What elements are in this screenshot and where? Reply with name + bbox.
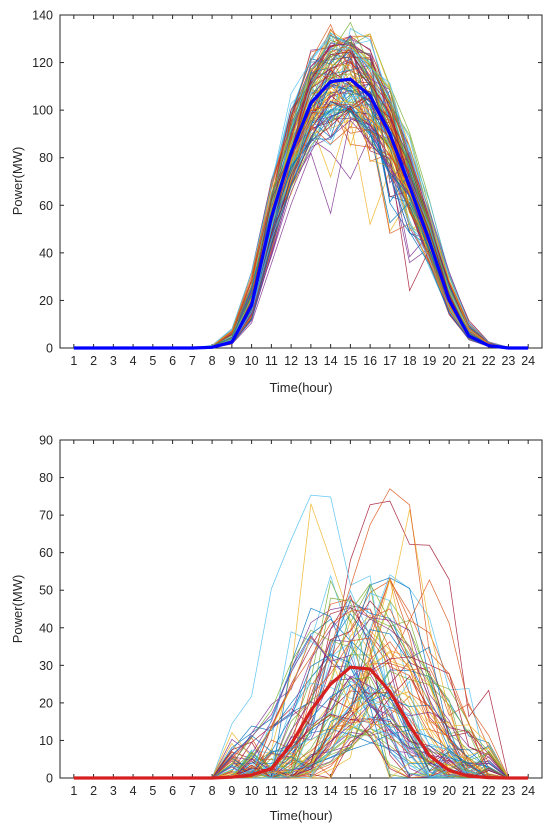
x-tick-label: 13: [304, 354, 318, 368]
mean-power-line: [73, 665, 529, 780]
x-tick-label: 15: [343, 784, 357, 798]
x-tick-label: 1: [70, 354, 77, 368]
x-tick-label: 16: [363, 784, 377, 798]
y-tick-label: 50: [39, 584, 53, 598]
y-tick-label: 100: [32, 104, 53, 118]
y-tick-label: 90: [39, 434, 53, 448]
x-tick-label: 9: [228, 784, 235, 798]
y-tick-label: 10: [39, 734, 53, 748]
y-tick-label: 40: [39, 246, 53, 260]
x-tick-label: 2: [90, 784, 97, 798]
x-axis-label: Time(hour): [269, 808, 332, 823]
x-tick-label: 24: [521, 784, 535, 798]
y-tick-label: 120: [32, 56, 53, 70]
y-tick-label: 80: [39, 151, 53, 165]
x-tick-label: 5: [149, 784, 156, 798]
x-tick-label: 9: [228, 354, 235, 368]
chart-power-error: 1 2 3 4 5 6 7 8 9 10 11 12 13 14 15 16 17 18 19 20 21 22 23 240…: [10, 434, 543, 823]
x-axis-label: Time(hour): [269, 380, 332, 395]
x-tick-label: 10: [245, 354, 259, 368]
x-tick-label: 14: [324, 784, 338, 798]
x-tick-label: 22: [482, 784, 496, 798]
chart-power-normal: 1 2 3 4 5 6 7 8 9 10 11 12 13 14 15 16 17 18 19 20 21 22 23 240…: [10, 9, 543, 395]
x-tick-label: 13: [304, 784, 318, 798]
x-tick-label: 7: [189, 784, 196, 798]
x-tick-label: 17: [383, 784, 397, 798]
y-tick-label: 60: [39, 546, 53, 560]
x-tick-label: 21: [462, 784, 476, 798]
x-tick-label: 18: [403, 354, 417, 368]
y-tick-label: 0: [46, 772, 53, 786]
y-axis-label: Power(MW): [10, 147, 25, 216]
x-tick-label: 16: [363, 354, 377, 368]
y-tick-label: 30: [39, 659, 53, 673]
x-tick-label: 8: [209, 784, 216, 798]
y-tick-label: 20: [39, 294, 53, 308]
plot-area-frame: [59, 14, 543, 349]
x-tick-label: 20: [442, 784, 456, 798]
x-tick-label: 6: [169, 354, 176, 368]
x-tick-label: 19: [422, 784, 436, 798]
x-tick-label: 23: [501, 354, 515, 368]
x-tick-label: 17: [383, 354, 397, 368]
x-tick-label: 10: [245, 784, 259, 798]
x-tick-label: 12: [284, 354, 298, 368]
x-tick-label: 6: [169, 784, 176, 798]
x-tick-label: 19: [422, 354, 436, 368]
x-tick-label: 1: [70, 784, 77, 798]
x-tick-label: 7: [189, 354, 196, 368]
x-tick-label: 3: [110, 784, 117, 798]
y-tick-label: 20: [39, 696, 53, 710]
x-tick-label: 15: [343, 354, 357, 368]
x-tick-label: 3: [110, 354, 117, 368]
y-tick-label: 60: [39, 199, 53, 213]
y-axis-label: Power(MW): [10, 575, 25, 644]
x-tick-label: 12: [284, 784, 298, 798]
x-tick-label: 21: [462, 354, 476, 368]
x-tick-label: 24: [521, 354, 535, 368]
mean-power-line: [73, 77, 529, 350]
x-tick-label: 18: [403, 784, 417, 798]
x-tick-label: 4: [130, 354, 137, 368]
x-tick-label: 14: [324, 354, 338, 368]
x-tick-label: 2: [90, 354, 97, 368]
x-tick-label: 5: [149, 354, 156, 368]
x-tick-label: 8: [209, 354, 216, 368]
x-tick-label: 4: [130, 784, 137, 798]
tick-group: 1 2 3 4 5 6 7 8 9 10 11 12 13 14 15 16 17 18 19 20 21 22 23 240…: [32, 9, 542, 368]
x-tick-label: 20: [442, 354, 456, 368]
y-tick-label: 80: [39, 471, 53, 485]
y-tick-label: 0: [46, 342, 53, 356]
y-tick-label: 70: [39, 509, 53, 523]
x-tick-label: 22: [482, 354, 496, 368]
x-tick-label: 11: [265, 354, 278, 368]
plot-area-frame: [59, 439, 543, 779]
x-tick-label: 11: [265, 784, 278, 798]
y-tick-label: 140: [32, 9, 53, 23]
x-tick-label: 23: [501, 784, 515, 798]
y-tick-label: 40: [39, 621, 53, 635]
